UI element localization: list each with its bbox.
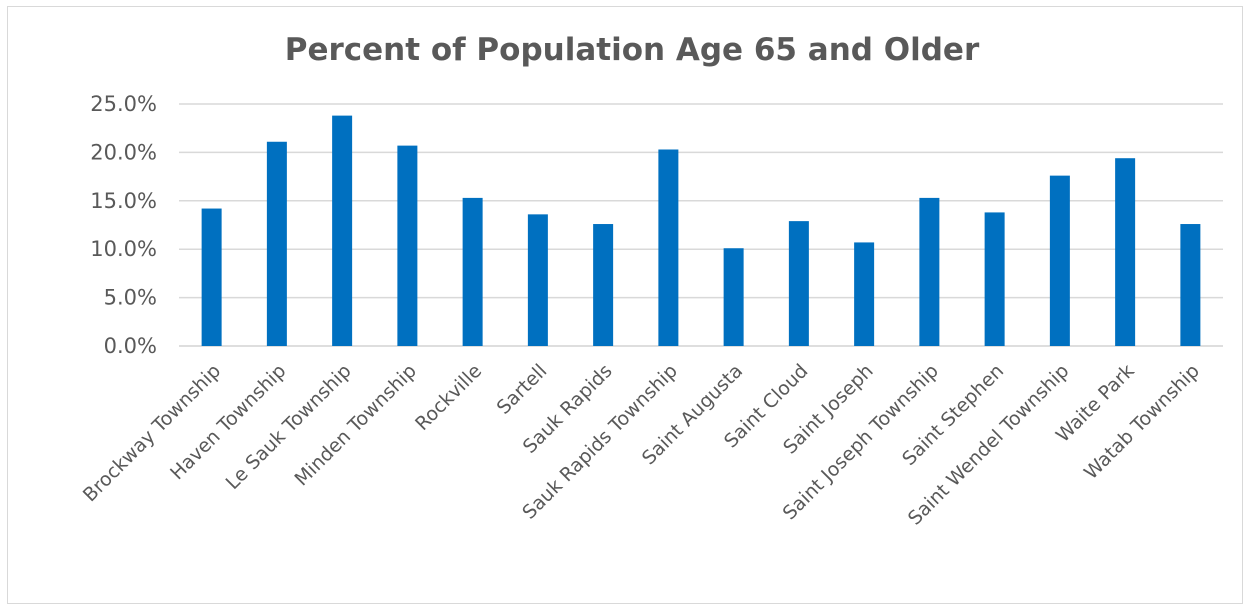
- bar: [593, 224, 614, 346]
- bar: [788, 221, 809, 346]
- y-tick-label: 5.0%: [104, 286, 157, 310]
- bar: [527, 214, 548, 346]
- x-tick-label: Sartell: [493, 360, 552, 419]
- bar: [854, 242, 875, 346]
- x-tick-label: Haven Township: [166, 360, 290, 484]
- bar: [462, 197, 483, 346]
- y-tick-label: 20.0%: [90, 140, 157, 164]
- y-axis-tick-labels: 0.0% 5.0% 10.0% 15.0% 20.0% 25.0%: [90, 92, 157, 358]
- bar: [1049, 175, 1070, 346]
- y-tick-label: 15.0%: [90, 189, 157, 213]
- bar: [397, 145, 418, 346]
- x-tick-label: Minden Township: [291, 360, 421, 490]
- bar: [919, 197, 940, 346]
- bar: [1115, 158, 1136, 346]
- y-tick-label: 10.0%: [90, 237, 157, 261]
- bar: [266, 141, 287, 346]
- bar: [332, 115, 353, 346]
- bar: [1180, 224, 1201, 346]
- y-tick-label: 25.0%: [90, 92, 157, 116]
- y-tick-label: 0.0%: [104, 334, 157, 358]
- x-tick-label: Le Sauk Township: [222, 360, 356, 494]
- chart-title: Percent of Population Age 65 and Older: [285, 32, 980, 68]
- gridlines: [179, 103, 1223, 347]
- bars: [201, 115, 1201, 346]
- x-tick-label: Rockville: [411, 360, 486, 435]
- bar: [201, 208, 222, 346]
- bar: [658, 149, 679, 346]
- x-tick-label: Watab Township: [1080, 360, 1204, 484]
- bar: [723, 248, 744, 346]
- bar: [984, 212, 1005, 346]
